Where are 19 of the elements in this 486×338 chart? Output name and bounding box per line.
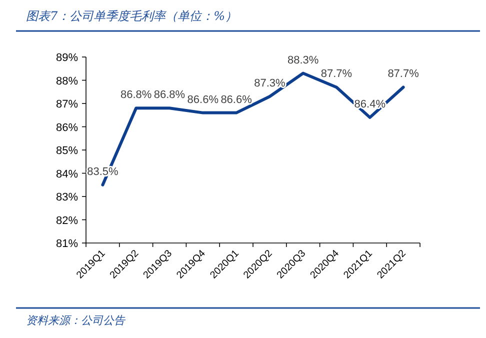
data-label: 87.7% [388,68,420,80]
data-label: 86.8% [120,89,152,102]
data-label: 86.6% [187,94,219,106]
data-label: 88.3% [288,54,319,66]
data-label: 87.3% [254,78,286,90]
text: 资料来源：公司公告 [26,314,126,327]
y-tick-label: 87% [56,98,78,110]
y-tick-label: 86% [56,122,78,134]
y-tick-label: 85% [56,145,78,157]
y-tick-label: 81% [56,238,78,250]
data-label: 86.8% [154,89,186,102]
data-label: 87.7% [320,68,352,80]
y-tick-label: 82% [56,214,78,227]
y-tick-label: 88% [56,75,78,88]
data-label: 86.6% [220,94,252,106]
y-tick-label: 84% [56,168,78,180]
y-tick-label: 89% [56,52,78,64]
chart-title: 图表7：公司单季度毛利率（单位：%） [26,9,238,23]
y-tick-label: 83% [56,192,78,204]
